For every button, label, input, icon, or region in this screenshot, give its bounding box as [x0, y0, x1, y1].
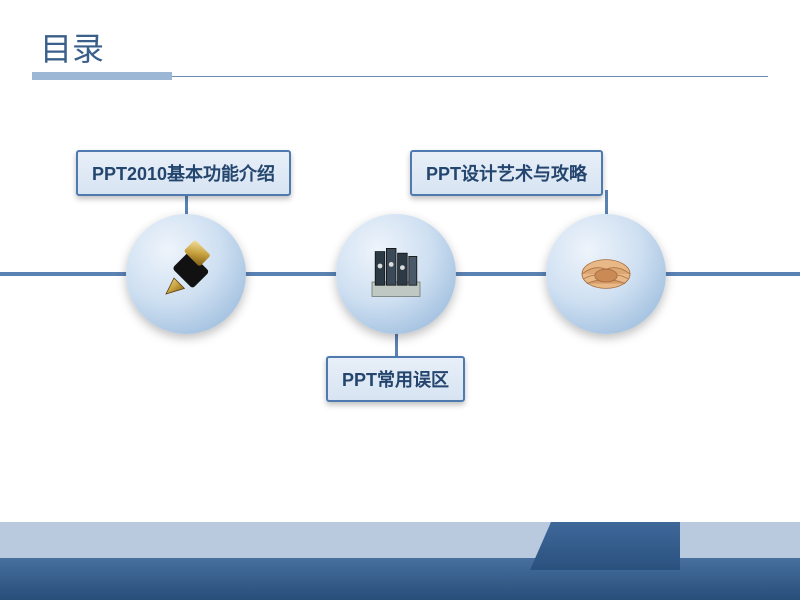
hands-icon [566, 234, 646, 314]
label-box-3: PPT设计艺术与攻略 [410, 150, 603, 196]
label-box-2: PPT常用误区 [326, 356, 465, 402]
circle-node-3 [546, 214, 666, 334]
page-title: 目录 [40, 24, 104, 70]
footer-bar-dark [0, 558, 800, 600]
pen-icon [146, 234, 226, 314]
footer-notch [530, 522, 680, 570]
circle-node-2 [336, 214, 456, 334]
title-underline-thin [172, 76, 768, 77]
title-underline-thick [32, 72, 172, 80]
files-icon [356, 234, 436, 314]
footer-bar-light [0, 522, 800, 558]
label-box-1: PPT2010基本功能介绍 [76, 150, 291, 196]
circle-node-1 [126, 214, 246, 334]
